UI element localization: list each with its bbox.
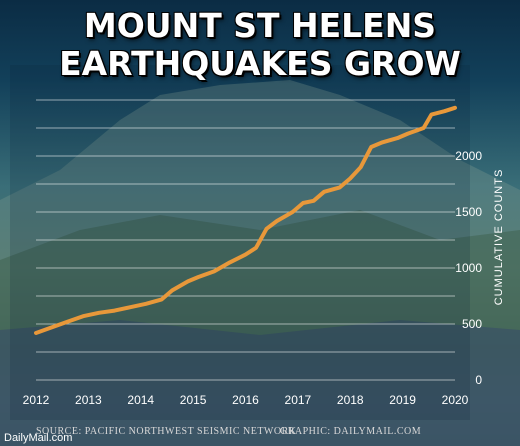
- graphic-credit: GRAPHIC: DAILYMAIL.COM: [280, 426, 422, 437]
- y-tick-label: 0: [475, 373, 482, 387]
- x-tick-label: 2017: [285, 393, 312, 407]
- x-tick-label: 2016: [232, 393, 259, 407]
- y-tick-label: 1000: [455, 261, 482, 275]
- x-tick-label: 2018: [337, 393, 364, 407]
- y-tick-label: 2000: [455, 149, 482, 163]
- y-axis-ticks: 0 500 1000 1500 2000: [455, 149, 482, 387]
- x-tick-label: 2013: [75, 393, 102, 407]
- y-axis-label: CUMULATIVE COUNTS: [493, 169, 505, 306]
- x-tick-label: 2015: [180, 393, 207, 407]
- y-tick-label: 1500: [455, 205, 482, 219]
- chart-title-line-2: EARTHQUAKES GROW: [59, 44, 461, 83]
- x-tick-label: 2020: [442, 393, 469, 407]
- dailymail-logo: DailyMail.com: [4, 432, 73, 444]
- x-tick-label: 2012: [23, 393, 50, 407]
- cumulative-count-line: [34, 105, 457, 335]
- x-tick-label: 2014: [127, 393, 154, 407]
- source-credit: SOURCE: PACIFIC NORTHWEST SEISMIC NETWOR…: [36, 426, 297, 437]
- x-tick-label: 2019: [389, 393, 416, 407]
- y-tick-label: 500: [462, 317, 482, 331]
- grid-lines: [36, 99, 455, 381]
- chart-title-line-1: MOUNT ST HELENS: [83, 6, 437, 45]
- x-axis-ticks: 2012 2013 2014 2015 2016 2017 2018 2019 2020: [23, 393, 469, 407]
